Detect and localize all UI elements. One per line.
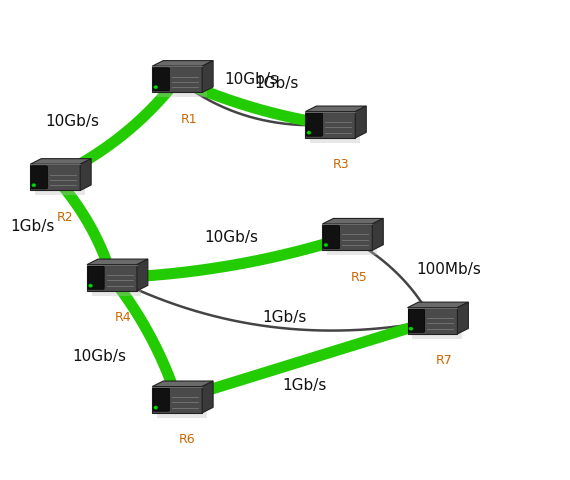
Polygon shape [310,117,360,144]
FancyBboxPatch shape [153,388,169,411]
Polygon shape [87,260,148,265]
Text: 10Gb/s: 10Gb/s [205,230,259,245]
Polygon shape [408,302,469,308]
Text: 1Gb/s: 1Gb/s [11,218,55,233]
Text: R1: R1 [180,113,197,126]
Circle shape [409,327,413,331]
Text: 10Gb/s: 10Gb/s [225,72,279,87]
Polygon shape [323,219,383,225]
Polygon shape [137,260,148,291]
Polygon shape [408,308,458,334]
FancyBboxPatch shape [323,226,340,249]
Polygon shape [202,381,213,413]
Circle shape [307,132,311,135]
Polygon shape [87,265,137,291]
Text: 1Gb/s: 1Gb/s [254,76,299,91]
Circle shape [154,406,158,409]
Text: R2: R2 [57,210,74,223]
Polygon shape [372,219,383,251]
Polygon shape [157,392,207,418]
Polygon shape [327,229,377,255]
Text: 100Mb/s: 100Mb/s [416,262,481,276]
Text: 1Gb/s: 1Gb/s [262,310,306,324]
Text: 1Gb/s: 1Gb/s [283,377,327,392]
Text: R4: R4 [115,311,132,324]
Polygon shape [92,270,141,296]
Polygon shape [35,169,85,196]
Circle shape [88,284,92,288]
Polygon shape [323,225,372,251]
Text: R7: R7 [435,354,452,367]
FancyBboxPatch shape [408,310,425,333]
Polygon shape [30,159,91,165]
Polygon shape [355,107,367,139]
Polygon shape [157,72,207,98]
Polygon shape [306,107,367,112]
FancyBboxPatch shape [153,69,169,92]
FancyBboxPatch shape [88,267,104,289]
Polygon shape [30,165,80,191]
Polygon shape [152,387,202,413]
Circle shape [32,184,36,188]
Text: 10Gb/s: 10Gb/s [45,113,99,128]
Polygon shape [152,67,202,93]
Text: R5: R5 [351,270,367,283]
Polygon shape [202,61,213,93]
Polygon shape [412,313,462,339]
Polygon shape [80,159,91,191]
Polygon shape [306,112,355,139]
FancyBboxPatch shape [306,114,323,137]
Circle shape [154,86,158,90]
Text: 10Gb/s: 10Gb/s [72,348,127,363]
Text: R3: R3 [332,158,349,171]
Polygon shape [152,381,213,387]
Text: R6: R6 [179,432,196,445]
Polygon shape [458,302,469,334]
FancyBboxPatch shape [31,167,47,190]
Circle shape [324,244,328,247]
Polygon shape [152,61,213,67]
